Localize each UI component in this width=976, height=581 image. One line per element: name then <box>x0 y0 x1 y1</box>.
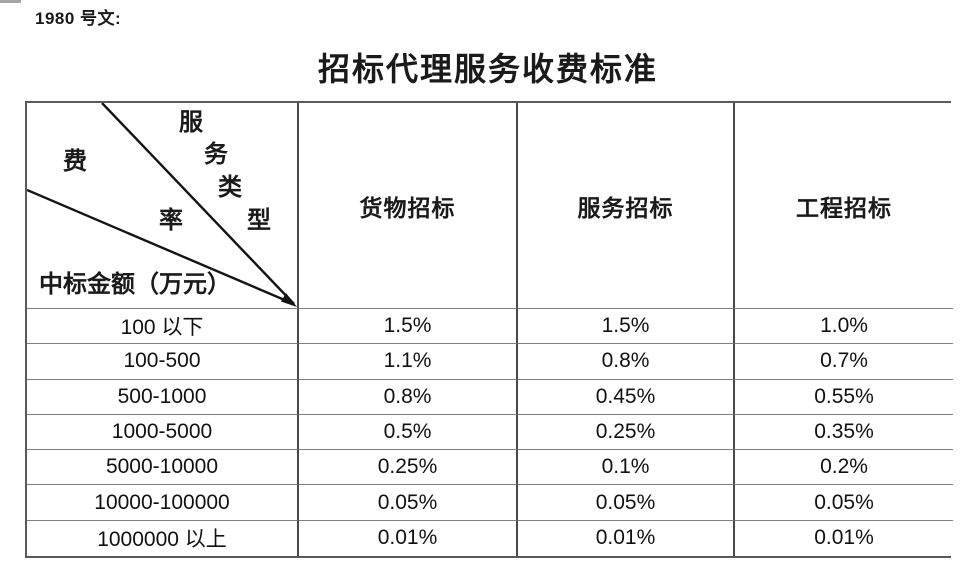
arrowhead-icon <box>281 293 297 307</box>
table-title: 招标代理服务收费标准 <box>317 51 658 87</box>
corner-amount-label: 中标金额（万元） <box>39 272 231 298</box>
fee-value-goods: 0.8% <box>299 379 518 415</box>
page-edge-artifact <box>0 0 21 3</box>
column-header-services: 服务招标 <box>518 103 735 309</box>
fee-value-services: 0.01% <box>518 520 735 556</box>
doc-number-label: 1980 号文: <box>35 9 122 28</box>
row-label: 100 以下 <box>27 309 299 345</box>
fee-value-services: 0.25% <box>518 414 735 451</box>
fee-value-services: 1.5% <box>518 309 735 345</box>
fee-value-goods: 0.5% <box>299 414 518 451</box>
row-label: 10000-100000 <box>27 485 299 521</box>
corner-fee-rate-char-1: 费 <box>63 149 87 175</box>
fee-value-services: 0.05% <box>518 485 735 521</box>
fee-value-goods: 1.5% <box>299 309 518 345</box>
fee-value-works: 0.2% <box>735 450 953 486</box>
fee-value-services: 0.45% <box>518 379 735 415</box>
fee-value-works: 0.55% <box>735 379 953 415</box>
column-header-works: 工程招标 <box>735 103 953 309</box>
fee-value-goods: 0.25% <box>299 450 518 486</box>
fee-value-goods: 1.1% <box>299 344 518 380</box>
corner-service-type-char-2: 务 <box>204 142 228 168</box>
diagonal-header-cell: 费 率 服 务 类 型 中标金额（万元） <box>27 103 299 309</box>
corner-service-type-char-4: 型 <box>247 208 271 234</box>
fee-value-works: 0.01% <box>735 520 953 556</box>
row-label: 500-1000 <box>27 379 299 415</box>
row-label: 1000-5000 <box>27 414 299 451</box>
corner-fee-rate-char-2: 率 <box>159 208 183 234</box>
row-label: 100-500 <box>27 344 299 380</box>
diagonal-lines <box>27 103 297 307</box>
fee-value-works: 0.7% <box>735 344 953 380</box>
corner-service-type-char-1: 服 <box>179 110 203 136</box>
fee-value-goods: 0.01% <box>299 520 518 556</box>
fee-value-services: 0.1% <box>518 450 735 486</box>
corner-service-type-char-3: 类 <box>218 175 242 201</box>
row-label: 1000000 以上 <box>27 520 299 556</box>
fee-value-services: 0.8% <box>518 344 735 380</box>
row-label: 5000-10000 <box>27 450 299 486</box>
column-header-goods: 货物招标 <box>299 103 518 309</box>
fee-standard-table: 费 率 服 务 类 型 中标金额（万元） 货物招标 服务招标 工程招标 100 … <box>25 101 953 558</box>
fee-value-works: 0.35% <box>735 414 953 451</box>
fee-value-works: 1.0% <box>735 309 953 345</box>
fee-value-works: 0.05% <box>735 485 953 521</box>
fee-value-goods: 0.05% <box>299 485 518 521</box>
